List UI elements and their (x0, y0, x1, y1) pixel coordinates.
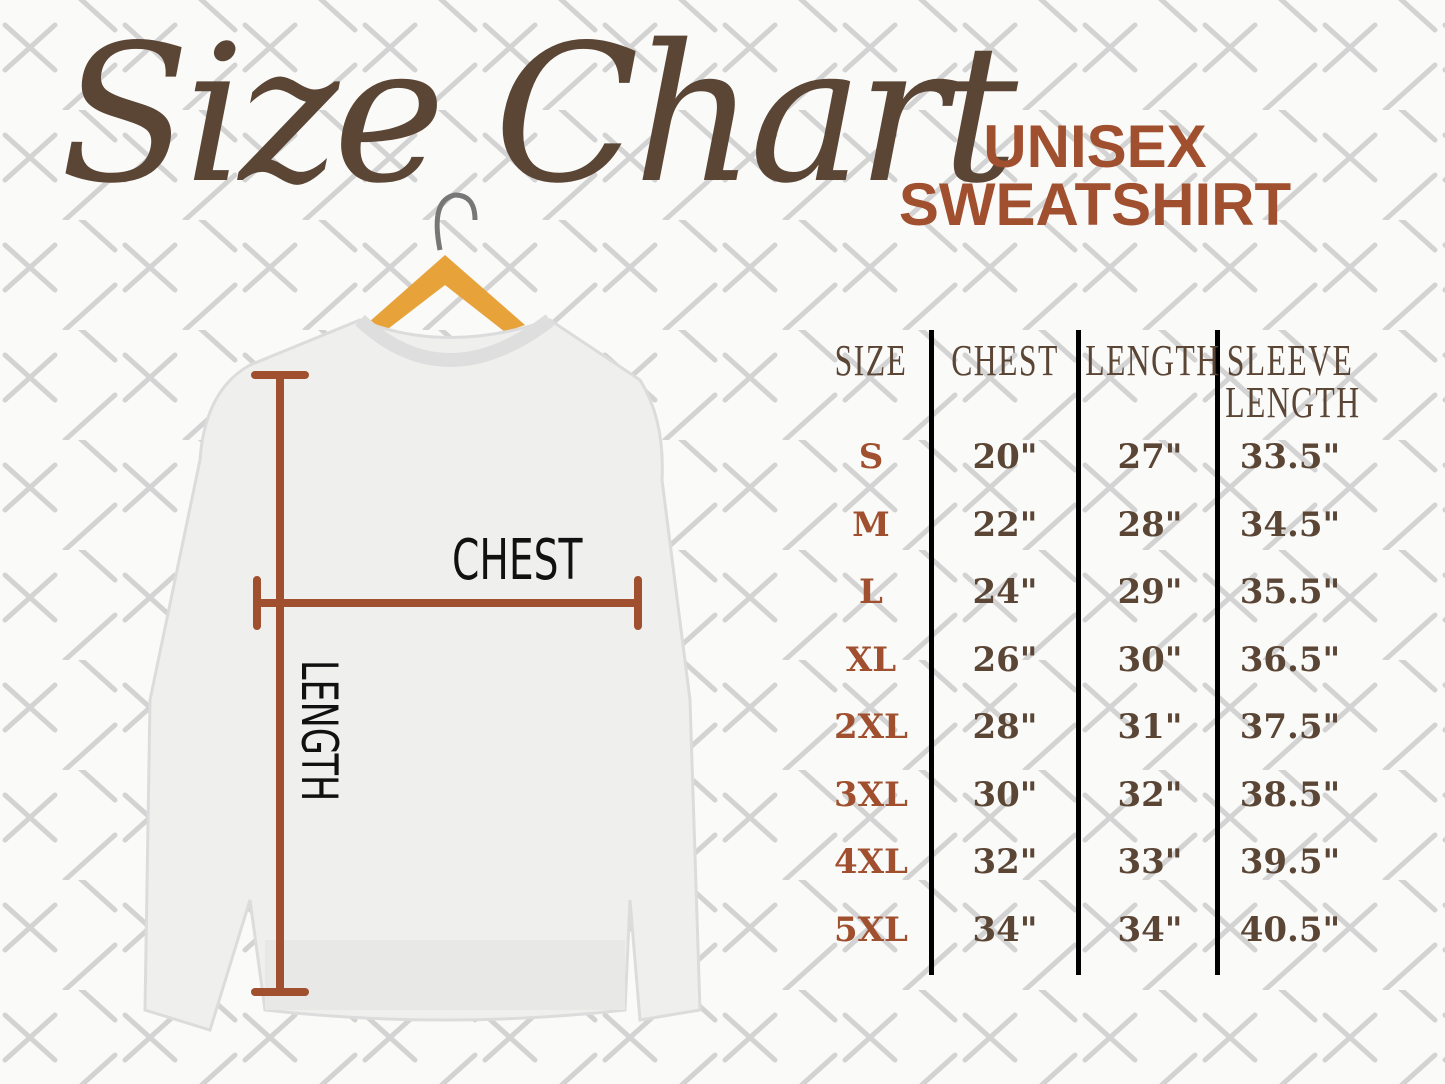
column-divider (1076, 330, 1081, 975)
column-header-line: SIZE (834, 336, 908, 385)
size-label: S (858, 437, 884, 477)
column-header-line: LENGTH (1085, 336, 1221, 385)
size-label: 3XL (834, 774, 908, 815)
length-label: LENGTH (290, 660, 348, 802)
measurement-cell: 29" (1117, 572, 1183, 612)
column-header-line: CHEST (951, 336, 1059, 385)
page-title: Size Chart (60, 4, 1018, 225)
size-label: 5XL (834, 909, 908, 950)
waistband (265, 940, 625, 1010)
measurement-cell: 31" (1117, 707, 1183, 747)
sweatshirt-body (143, 318, 702, 1032)
measurement-cell: 34" (1117, 909, 1183, 950)
product-type: UNISEX SWEATSHIRT (870, 113, 1320, 238)
measurement-cell: 27" (1117, 437, 1183, 477)
measurement-cell: 30" (972, 774, 1038, 815)
column-header-line: SLEEVE (1226, 336, 1354, 385)
measurement-cell: 33" (1117, 842, 1183, 882)
column-header: SLEEVE LENGTH (1225, 336, 1361, 427)
column-header: CHEST (940, 336, 1070, 385)
length-measure-line (251, 371, 309, 996)
measurement-cell: 36.5" (1239, 639, 1341, 680)
measurement-cell: 35.5" (1239, 572, 1341, 612)
column-header: LENGTH (1085, 336, 1221, 385)
column-divider (1215, 330, 1220, 975)
sweatshirt-illustration (143, 192, 702, 1032)
subtitle-line: UNISEX (983, 113, 1207, 180)
column-divider (929, 330, 934, 975)
hanger-hook (434, 192, 478, 251)
measurement-cell: 39.5" (1239, 842, 1341, 882)
measurement-cell: 38.5" (1239, 774, 1341, 815)
measurement-cell: 37.5" (1239, 707, 1341, 747)
measurement-cell: 32" (1117, 774, 1183, 815)
measurement-cell: 34.5" (1239, 504, 1341, 545)
measurement-cell: 28" (972, 707, 1038, 747)
subtitle-line: SWEATSHIRT (898, 171, 1292, 238)
size-label: L (859, 572, 883, 612)
measurement-cell: 30" (1117, 639, 1183, 680)
measurement-cell: 24" (972, 572, 1038, 612)
measurement-cell: 34" (972, 909, 1038, 950)
measurement-cell: 26" (972, 639, 1038, 680)
size-label: 4XL (834, 842, 908, 882)
chest-measure-line (253, 576, 642, 630)
chest-label: CHEST (452, 528, 583, 593)
size-label: XL (845, 639, 897, 680)
column-header-line: LENGTH (1225, 378, 1361, 427)
collar (355, 314, 555, 367)
measurement-cell: 32" (972, 842, 1038, 882)
measurement-cell: 20" (972, 437, 1038, 477)
measurement-cell: 33.5" (1239, 437, 1341, 477)
column-header: SIZE (821, 336, 922, 385)
measurement-cell: 22" (972, 504, 1038, 545)
size-label: M (852, 504, 890, 545)
size-label: 2XL (834, 707, 908, 747)
measurement-cell: 28" (1117, 504, 1183, 545)
measurement-cell: 40.5" (1239, 909, 1341, 950)
hanger (360, 255, 525, 335)
